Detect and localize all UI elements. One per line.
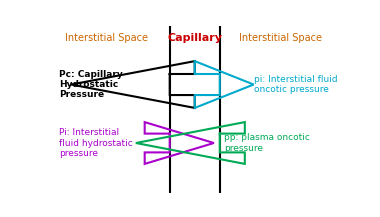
Text: pp: plasma oncotic
pressure: pp: plasma oncotic pressure [224, 133, 310, 153]
Text: pi: Interstitial fluid
oncotic pressure: pi: Interstitial fluid oncotic pressure [253, 75, 337, 94]
Text: Interstitial Space: Interstitial Space [239, 33, 321, 43]
Text: Interstitial Space: Interstitial Space [65, 33, 148, 43]
Text: Pi: Interstitial
fluid hydrostatic
pressure: Pi: Interstitial fluid hydrostatic press… [59, 128, 133, 158]
Text: Capillary: Capillary [167, 33, 222, 43]
Text: Pc: Capillary
Hydrostatic
Pressure: Pc: Capillary Hydrostatic Pressure [59, 70, 123, 99]
